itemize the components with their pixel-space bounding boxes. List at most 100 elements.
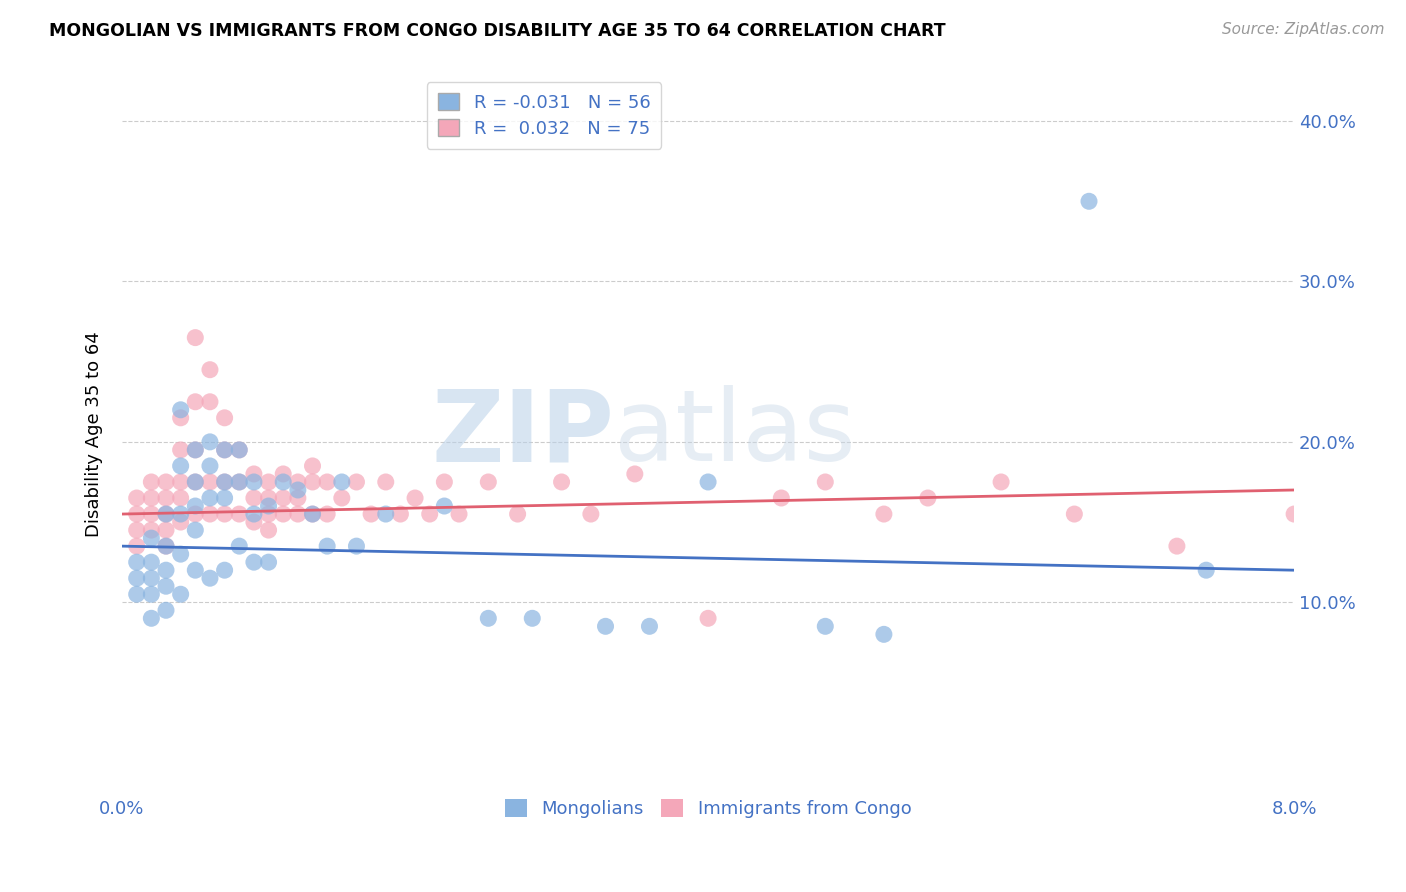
Point	[271, 491, 294, 505]
Point	[214, 442, 236, 457]
Point	[214, 507, 236, 521]
Point	[360, 507, 382, 521]
Point	[814, 475, 837, 489]
Point	[257, 491, 280, 505]
Point	[624, 467, 647, 481]
Point	[271, 475, 294, 489]
Point	[404, 491, 426, 505]
Point	[184, 563, 207, 577]
Point	[141, 555, 163, 569]
Point	[316, 539, 339, 553]
Point	[214, 491, 236, 505]
Point	[214, 475, 236, 489]
Point	[214, 475, 236, 489]
Point	[141, 491, 163, 505]
Point	[184, 442, 207, 457]
Point	[198, 458, 221, 473]
Point	[141, 611, 163, 625]
Point	[141, 531, 163, 545]
Point	[697, 475, 720, 489]
Point	[257, 499, 280, 513]
Point	[374, 475, 396, 489]
Point	[389, 507, 412, 521]
Point	[141, 475, 163, 489]
Point	[257, 475, 280, 489]
Point	[271, 467, 294, 481]
Point	[228, 475, 250, 489]
Point	[243, 515, 266, 529]
Point	[198, 434, 221, 449]
Point	[522, 611, 544, 625]
Point	[917, 491, 939, 505]
Point	[697, 611, 720, 625]
Point	[141, 507, 163, 521]
Point	[301, 475, 323, 489]
Point	[638, 619, 661, 633]
Point	[169, 515, 191, 529]
Point	[1282, 507, 1305, 521]
Point	[169, 587, 191, 601]
Point	[169, 491, 191, 505]
Point	[228, 475, 250, 489]
Point	[346, 475, 368, 489]
Legend: Mongolians, Immigrants from Congo: Mongolians, Immigrants from Congo	[498, 792, 918, 825]
Point	[169, 507, 191, 521]
Point	[141, 587, 163, 601]
Point	[125, 571, 148, 585]
Point	[198, 507, 221, 521]
Point	[125, 539, 148, 553]
Point	[433, 499, 456, 513]
Point	[155, 491, 177, 505]
Y-axis label: Disability Age 35 to 64: Disability Age 35 to 64	[86, 331, 103, 537]
Point	[169, 475, 191, 489]
Text: ZIP: ZIP	[432, 385, 614, 483]
Point	[257, 555, 280, 569]
Point	[990, 475, 1012, 489]
Point	[155, 523, 177, 537]
Point	[228, 539, 250, 553]
Point	[184, 499, 207, 513]
Point	[155, 563, 177, 577]
Point	[228, 442, 250, 457]
Text: MONGOLIAN VS IMMIGRANTS FROM CONGO DISABILITY AGE 35 TO 64 CORRELATION CHART: MONGOLIAN VS IMMIGRANTS FROM CONGO DISAB…	[49, 22, 946, 40]
Point	[243, 467, 266, 481]
Point	[243, 507, 266, 521]
Point	[184, 523, 207, 537]
Point	[316, 475, 339, 489]
Point	[155, 603, 177, 617]
Point	[1078, 194, 1101, 209]
Point	[214, 410, 236, 425]
Point	[419, 507, 441, 521]
Point	[330, 475, 353, 489]
Point	[125, 587, 148, 601]
Point	[506, 507, 529, 521]
Point	[125, 555, 148, 569]
Point	[155, 579, 177, 593]
Text: atlas: atlas	[614, 385, 856, 483]
Point	[374, 507, 396, 521]
Point	[125, 523, 148, 537]
Point	[169, 458, 191, 473]
Point	[141, 523, 163, 537]
Point	[243, 475, 266, 489]
Point	[770, 491, 793, 505]
Point	[433, 475, 456, 489]
Point	[814, 619, 837, 633]
Point	[155, 507, 177, 521]
Point	[169, 442, 191, 457]
Point	[1166, 539, 1188, 553]
Point	[1063, 507, 1085, 521]
Point	[125, 491, 148, 505]
Point	[287, 507, 309, 521]
Point	[169, 410, 191, 425]
Point	[257, 507, 280, 521]
Point	[198, 394, 221, 409]
Point	[287, 475, 309, 489]
Point	[330, 491, 353, 505]
Point	[346, 539, 368, 553]
Point	[287, 491, 309, 505]
Point	[271, 507, 294, 521]
Point	[257, 523, 280, 537]
Point	[184, 331, 207, 345]
Point	[155, 507, 177, 521]
